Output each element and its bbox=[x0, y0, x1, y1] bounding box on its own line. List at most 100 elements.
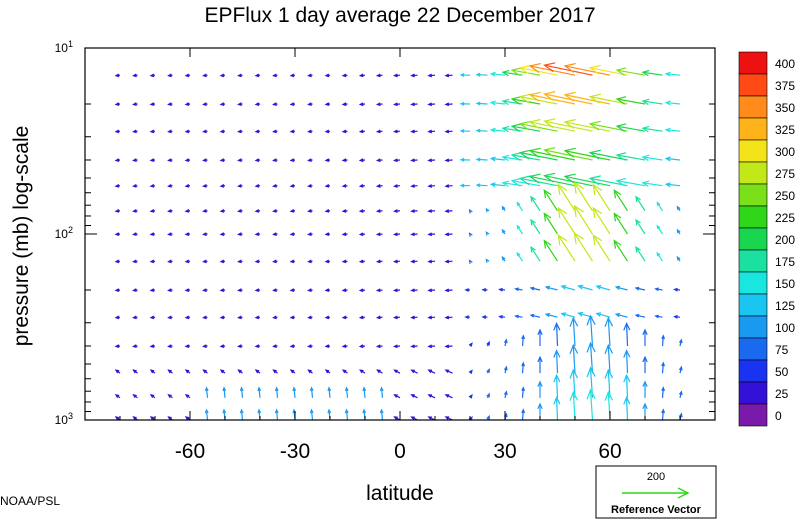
vector-arrow bbox=[289, 129, 296, 134]
vector-arrow bbox=[219, 288, 226, 293]
vector-head bbox=[149, 393, 155, 399]
vector-head bbox=[167, 183, 172, 188]
vector-head bbox=[327, 408, 332, 414]
vector-arrow bbox=[656, 251, 664, 262]
vector-arrow bbox=[604, 316, 614, 347]
vector-arrow bbox=[410, 315, 418, 320]
vector-head bbox=[518, 93, 531, 104]
vector-arrow bbox=[410, 184, 418, 188]
vector-shaft bbox=[616, 69, 646, 76]
vector-arrow bbox=[444, 184, 453, 188]
vector-arrow bbox=[543, 172, 593, 187]
vector-head bbox=[614, 312, 621, 318]
vector-arrow bbox=[341, 184, 348, 188]
vector-head bbox=[615, 177, 627, 187]
vector-head bbox=[485, 258, 490, 263]
vector-arrow bbox=[410, 129, 418, 134]
vector-arrow bbox=[341, 369, 348, 374]
vector-arrow bbox=[623, 373, 631, 398]
vector-shaft bbox=[491, 101, 506, 105]
vector-head bbox=[486, 392, 490, 398]
vector-shaft bbox=[572, 392, 576, 420]
vector-arrow bbox=[307, 158, 313, 163]
vector-arrow bbox=[167, 288, 173, 293]
vector-arrow bbox=[254, 183, 261, 188]
vector-head bbox=[569, 316, 579, 327]
vector-head bbox=[341, 259, 347, 264]
vector-head bbox=[327, 386, 332, 392]
vector-head bbox=[184, 73, 190, 78]
vector-arrow bbox=[358, 129, 366, 134]
vector-head bbox=[514, 314, 519, 319]
vector-head bbox=[560, 312, 567, 317]
vector-shaft bbox=[635, 219, 646, 235]
vector-shaft bbox=[635, 314, 646, 318]
vector-arrow bbox=[237, 259, 243, 264]
vector-arrow bbox=[184, 209, 191, 213]
vector-arrow bbox=[553, 321, 561, 347]
vector-head bbox=[289, 209, 295, 213]
vector-shaft bbox=[590, 96, 628, 105]
vector-head bbox=[272, 102, 277, 107]
vector-arrow bbox=[289, 183, 296, 188]
vector-shaft bbox=[476, 102, 488, 105]
vector-arrow bbox=[167, 369, 173, 374]
vector-head bbox=[543, 62, 556, 73]
vector-arrow bbox=[393, 184, 401, 188]
vector-arrow bbox=[132, 288, 138, 293]
vector-head bbox=[613, 212, 622, 222]
vector-arrow bbox=[184, 344, 191, 349]
vector-arrow bbox=[661, 334, 666, 347]
vector-head bbox=[530, 245, 536, 253]
vector-head bbox=[529, 313, 535, 318]
vector-head bbox=[678, 338, 683, 344]
vector-shaft bbox=[590, 177, 628, 187]
vector-arrow bbox=[307, 73, 313, 78]
vector-arrow bbox=[358, 232, 366, 237]
x-tick-label: -60 bbox=[175, 440, 205, 463]
vector-head bbox=[528, 62, 541, 73]
vector-head bbox=[410, 288, 415, 293]
vector-arrow bbox=[219, 209, 226, 213]
vector-arrow bbox=[489, 127, 506, 133]
vector-head bbox=[375, 209, 381, 213]
vector-head bbox=[678, 365, 683, 371]
vector-head bbox=[184, 416, 190, 420]
vector-head bbox=[375, 288, 381, 293]
vector-shaft bbox=[656, 202, 664, 212]
vector-head bbox=[202, 102, 207, 107]
vector-shaft bbox=[607, 318, 611, 347]
vector-arrow bbox=[114, 288, 121, 293]
vector-shaft bbox=[666, 157, 681, 161]
colorbar-swatch bbox=[738, 73, 768, 97]
vector-head bbox=[272, 232, 277, 237]
vector-arrow bbox=[254, 315, 261, 320]
colorbar-label: 400 bbox=[775, 57, 795, 71]
colorbar-swatch bbox=[738, 117, 768, 141]
vector-arrow bbox=[254, 209, 261, 213]
vector-arrow bbox=[459, 183, 471, 188]
vector-arrow bbox=[307, 209, 313, 213]
vector-head bbox=[219, 288, 225, 293]
vector-head bbox=[528, 173, 541, 184]
vector-arrow bbox=[167, 183, 173, 188]
vector-shaft bbox=[592, 184, 611, 212]
vector-arrow bbox=[257, 386, 262, 398]
vector-shaft bbox=[240, 387, 244, 398]
vector-head bbox=[272, 259, 277, 264]
vector-arrow bbox=[459, 73, 471, 77]
vector-head bbox=[553, 349, 561, 358]
vector-arrow bbox=[202, 369, 208, 374]
vector-arrow bbox=[307, 344, 313, 349]
vector-head bbox=[501, 69, 510, 77]
vector-arrow bbox=[204, 408, 209, 420]
vector-shaft bbox=[544, 175, 593, 187]
vector-arrow bbox=[114, 129, 121, 134]
vector-head bbox=[586, 388, 596, 400]
vector-head bbox=[358, 129, 364, 134]
vector-arrow bbox=[614, 285, 628, 291]
vector-head bbox=[254, 288, 260, 293]
vector-arrow bbox=[149, 232, 156, 237]
y-axis-label: pressure (mb) log-scale bbox=[10, 126, 33, 347]
